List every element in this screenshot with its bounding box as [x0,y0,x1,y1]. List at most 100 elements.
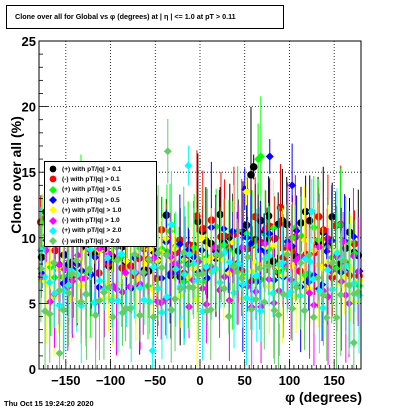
legend-label: (+) with pT/|q| > 1.0 [62,206,122,214]
data-point [105,283,114,292]
data-point [288,181,297,190]
data-point [256,307,265,316]
data-point [249,163,258,171]
legend-marker-shape [49,165,57,173]
data-point [64,289,73,298]
legend-marker-icon [49,196,57,205]
y-tick-label: 5 [29,296,36,311]
legend-marker-icon [49,165,57,173]
data-point [50,258,59,267]
x-tick-label: −100 [96,373,125,388]
data-point [113,256,122,265]
legend-marker-icon [49,176,57,183]
legend-marker-icon [49,206,57,215]
data-point [176,284,185,293]
legend-label: (-) with pT/|q| > 0.1 [62,175,120,183]
data-point [252,271,261,280]
y-axis-label: Clone over all (%) [8,116,24,234]
data-point [319,226,328,234]
datestamp: Thu Oct 15 19:24:20 2020 [4,399,94,408]
data-point [145,297,154,306]
chart-title: Clone over all for Global vs φ (degrees)… [6,5,284,29]
legend-marker-icon [49,216,57,225]
legend-marker-shape [49,185,57,194]
data-point [42,246,51,255]
data-point [149,312,158,321]
y-tick-label: 20 [22,100,36,115]
data-point [229,238,238,247]
data-point [95,296,104,305]
data-point [243,253,252,262]
data-point [121,304,130,313]
data-point [283,241,292,250]
data-point [265,152,274,161]
data-point [230,262,239,271]
data-point [161,234,170,243]
data-point [344,281,353,290]
legend-label: (+) with pT/|q| > 2.0 [62,227,122,235]
data-point [130,250,139,259]
x-axis-label: φ (degrees) [285,389,362,405]
data-point [319,291,328,300]
data-point [332,313,341,322]
data-point [322,313,331,322]
data-point [300,236,309,245]
data-point [260,298,269,307]
data-point [349,338,358,347]
data-point [328,258,337,267]
data-series [36,96,364,369]
legend-entry: (-) with pT/|q| > 0.5 [45,195,156,205]
data-point [188,283,197,292]
data-point [162,292,171,301]
data-point [197,234,206,243]
data-point [171,295,180,304]
data-point [77,297,86,306]
data-point [55,286,64,295]
data-point [211,242,220,251]
data-point [336,290,345,299]
legend-entry: (+) with pT/|q| > 2.0 [45,226,156,236]
data-point [233,268,242,277]
data-point [202,300,211,309]
axes: −150 −100 −50 0 50 100 150 0 5 10 15 20 25 [22,34,362,388]
data-point [354,288,363,297]
data-point [99,288,108,297]
x-tick-label: 100 [279,373,301,388]
data-point [72,256,81,265]
x-tick-label: −150 [51,373,80,388]
data-point [283,250,292,259]
legend-marker-shape [49,216,57,225]
data-point [224,312,233,321]
data-point [202,262,211,271]
data-point [184,161,193,170]
legend-entry: (-) with pT/|q| > 0.1 [45,174,156,184]
data-point [305,251,314,260]
data-point [247,171,255,179]
data-point [140,259,149,268]
data-point [157,299,166,308]
data-point [50,289,59,298]
x-tick-label: 150 [323,373,345,388]
data-point [163,147,172,156]
data-point [287,261,296,270]
data-point [225,296,234,305]
data-point [68,277,77,286]
data-point [242,221,251,229]
data-point [305,289,314,298]
data-point [247,305,256,314]
data-point [114,296,123,305]
data-point [45,310,54,319]
data-point [256,152,265,161]
data-point [55,349,64,358]
data-point [67,269,76,278]
data-point [328,285,337,294]
data-point [340,256,349,265]
data-point [154,248,163,257]
data-point [292,283,301,292]
data-point [91,311,100,320]
data-point [309,313,318,322]
data-point [300,306,309,315]
legend-entry: (+) with pT/|q| > 1.0 [45,205,156,215]
data-point [189,259,198,268]
